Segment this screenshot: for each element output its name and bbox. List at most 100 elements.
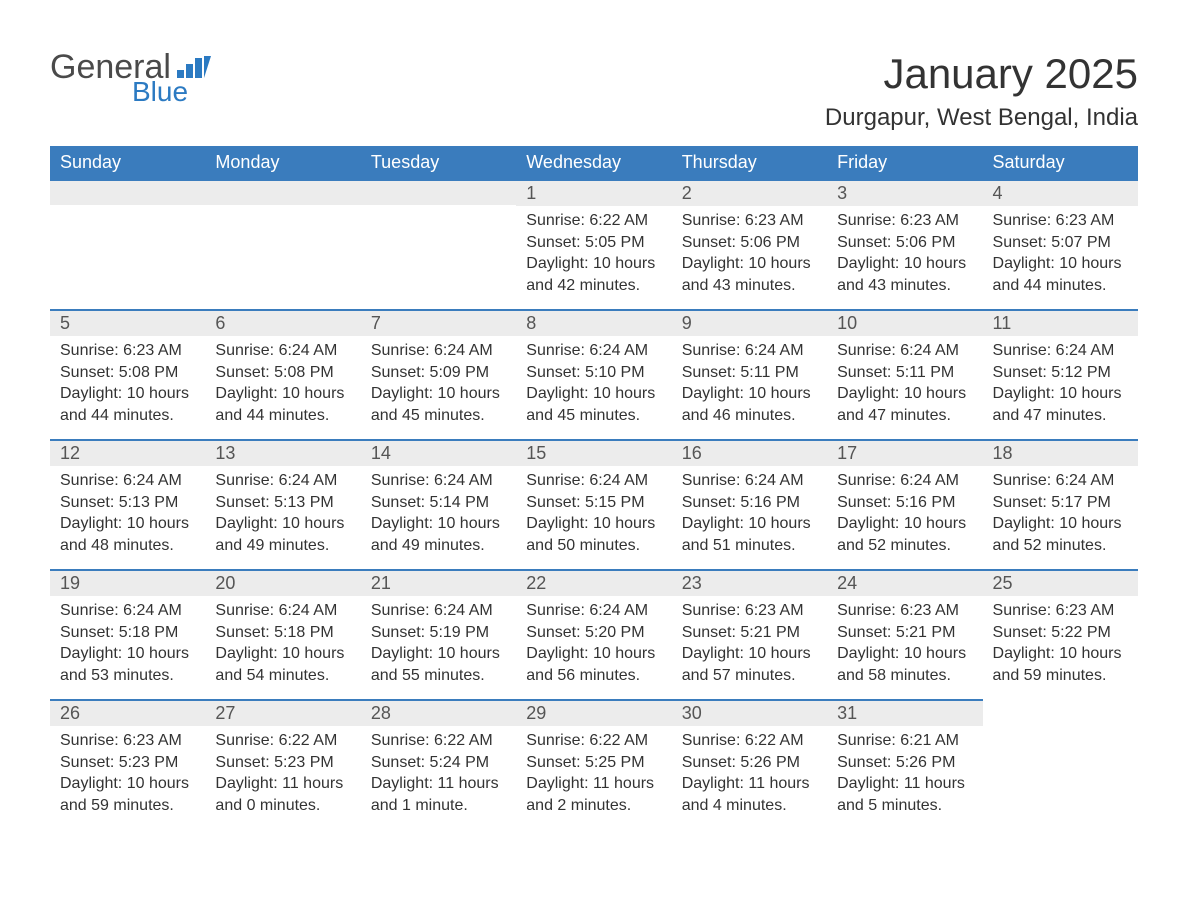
day-content: Sunrise: 6:24 AMSunset: 5:16 PMDaylight:… <box>672 466 827 566</box>
sunset-line: Sunset: 5:23 PM <box>215 752 350 774</box>
calendar-week-row: 5Sunrise: 6:23 AMSunset: 5:08 PMDaylight… <box>50 309 1138 439</box>
sunrise-value: 6:23 AM <box>123 732 182 749</box>
calendar-cell: 17Sunrise: 6:24 AMSunset: 5:16 PMDayligh… <box>827 439 982 569</box>
sunset-value: 5:17 PM <box>1051 494 1111 511</box>
day-content: Sunrise: 6:24 AMSunset: 5:20 PMDaylight:… <box>516 596 671 696</box>
sunrise-line: Sunrise: 6:23 AM <box>837 600 972 622</box>
daylight-line: Daylight: 10 hours and 59 minutes. <box>60 773 195 816</box>
day-number: 11 <box>983 309 1138 336</box>
sunset-line: Sunset: 5:05 PM <box>526 232 661 254</box>
daylight-label: Daylight: <box>682 645 749 662</box>
sunset-label: Sunset: <box>526 624 585 641</box>
sunrise-label: Sunrise: <box>837 732 900 749</box>
sunrise-value: 6:24 AM <box>434 472 493 489</box>
sunset-label: Sunset: <box>215 754 274 771</box>
sunset-value: 5:08 PM <box>119 364 179 381</box>
sunrise-line: Sunrise: 6:23 AM <box>837 210 972 232</box>
daylight-label: Daylight: <box>60 515 127 532</box>
sunrise-value: 6:22 AM <box>745 732 804 749</box>
day-content: Sunrise: 6:24 AMSunset: 5:19 PMDaylight:… <box>361 596 516 696</box>
daylight-label: Daylight: <box>526 775 593 792</box>
calendar-cell: 20Sunrise: 6:24 AMSunset: 5:18 PMDayligh… <box>205 569 360 699</box>
sunrise-line: Sunrise: 6:24 AM <box>371 340 506 362</box>
sunrise-label: Sunrise: <box>837 472 900 489</box>
sunset-label: Sunset: <box>215 494 274 511</box>
calendar-cell: 10Sunrise: 6:24 AMSunset: 5:11 PMDayligh… <box>827 309 982 439</box>
daylight-line: Daylight: 10 hours and 43 minutes. <box>682 253 817 296</box>
daylight-label: Daylight: <box>837 645 904 662</box>
weekday-header-row: SundayMondayTuesdayWednesdayThursdayFrid… <box>50 146 1138 179</box>
sunset-value: 5:23 PM <box>274 754 334 771</box>
sunrise-label: Sunrise: <box>837 342 900 359</box>
sunset-line: Sunset: 5:21 PM <box>682 622 817 644</box>
location-subtitle: Durgapur, West Bengal, India <box>825 104 1138 132</box>
daylight-label: Daylight: <box>215 385 282 402</box>
daylight-line: Daylight: 10 hours and 46 minutes. <box>682 383 817 426</box>
sunset-label: Sunset: <box>993 624 1052 641</box>
sunrise-line: Sunrise: 6:24 AM <box>682 470 817 492</box>
calendar-cell: 4Sunrise: 6:23 AMSunset: 5:07 PMDaylight… <box>983 179 1138 309</box>
daylight-line: Daylight: 10 hours and 44 minutes. <box>215 383 350 426</box>
sunrise-label: Sunrise: <box>526 602 589 619</box>
daylight-label: Daylight: <box>371 775 438 792</box>
sunset-value: 5:12 PM <box>1051 364 1111 381</box>
sunset-label: Sunset: <box>526 234 585 251</box>
calendar-week-row: 26Sunrise: 6:23 AMSunset: 5:23 PMDayligh… <box>50 699 1138 829</box>
sunset-label: Sunset: <box>682 234 741 251</box>
daylight-line: Daylight: 10 hours and 54 minutes. <box>215 643 350 686</box>
sunset-line: Sunset: 5:20 PM <box>526 622 661 644</box>
sunset-label: Sunset: <box>682 754 741 771</box>
sunrise-label: Sunrise: <box>60 732 123 749</box>
sunrise-value: 6:24 AM <box>1056 342 1115 359</box>
daylight-line: Daylight: 10 hours and 47 minutes. <box>837 383 972 426</box>
empty-daynum-bar <box>50 179 205 205</box>
daylight-label: Daylight: <box>60 385 127 402</box>
sunset-value: 5:11 PM <box>740 364 798 381</box>
sunrise-line: Sunrise: 6:24 AM <box>60 470 195 492</box>
daylight-label: Daylight: <box>837 385 904 402</box>
sunset-line: Sunset: 5:13 PM <box>215 492 350 514</box>
calendar-cell: 26Sunrise: 6:23 AMSunset: 5:23 PMDayligh… <box>50 699 205 829</box>
day-number: 9 <box>672 309 827 336</box>
sunrise-line: Sunrise: 6:24 AM <box>60 600 195 622</box>
day-number: 13 <box>205 439 360 466</box>
sunset-label: Sunset: <box>371 364 430 381</box>
day-number: 19 <box>50 569 205 596</box>
day-number: 5 <box>50 309 205 336</box>
sunrise-line: Sunrise: 6:23 AM <box>993 210 1128 232</box>
day-content: Sunrise: 6:24 AMSunset: 5:18 PMDaylight:… <box>205 596 360 696</box>
sunrise-line: Sunrise: 6:22 AM <box>682 730 817 752</box>
sunset-line: Sunset: 5:11 PM <box>682 362 817 384</box>
sunset-value: 5:16 PM <box>740 494 800 511</box>
daylight-label: Daylight: <box>526 385 593 402</box>
sunrise-value: 6:24 AM <box>279 472 338 489</box>
sunset-line: Sunset: 5:12 PM <box>993 362 1128 384</box>
sunrise-value: 6:23 AM <box>745 602 804 619</box>
sunrise-line: Sunrise: 6:24 AM <box>993 340 1128 362</box>
sunrise-label: Sunrise: <box>837 212 900 229</box>
sunrise-value: 6:24 AM <box>434 602 493 619</box>
day-number: 22 <box>516 569 671 596</box>
day-content: Sunrise: 6:24 AMSunset: 5:18 PMDaylight:… <box>50 596 205 696</box>
day-number: 3 <box>827 179 982 206</box>
daylight-label: Daylight: <box>371 645 438 662</box>
sunrise-label: Sunrise: <box>526 212 589 229</box>
sunrise-label: Sunrise: <box>215 472 278 489</box>
sunrise-label: Sunrise: <box>993 602 1056 619</box>
sunset-label: Sunset: <box>526 754 585 771</box>
calendar-cell <box>983 699 1138 829</box>
calendar-cell: 31Sunrise: 6:21 AMSunset: 5:26 PMDayligh… <box>827 699 982 829</box>
calendar-cell: 9Sunrise: 6:24 AMSunset: 5:11 PMDaylight… <box>672 309 827 439</box>
sunset-value: 5:19 PM <box>430 624 490 641</box>
day-number: 6 <box>205 309 360 336</box>
sunrise-label: Sunrise: <box>215 342 278 359</box>
sunset-label: Sunset: <box>837 494 896 511</box>
sunrise-label: Sunrise: <box>993 342 1056 359</box>
calendar-cell: 3Sunrise: 6:23 AMSunset: 5:06 PMDaylight… <box>827 179 982 309</box>
sunrise-label: Sunrise: <box>215 602 278 619</box>
sunset-line: Sunset: 5:16 PM <box>682 492 817 514</box>
calendar-cell: 11Sunrise: 6:24 AMSunset: 5:12 PMDayligh… <box>983 309 1138 439</box>
daylight-line: Daylight: 10 hours and 42 minutes. <box>526 253 661 296</box>
month-title: January 2025 <box>825 50 1138 98</box>
day-content: Sunrise: 6:23 AMSunset: 5:06 PMDaylight:… <box>827 206 982 306</box>
